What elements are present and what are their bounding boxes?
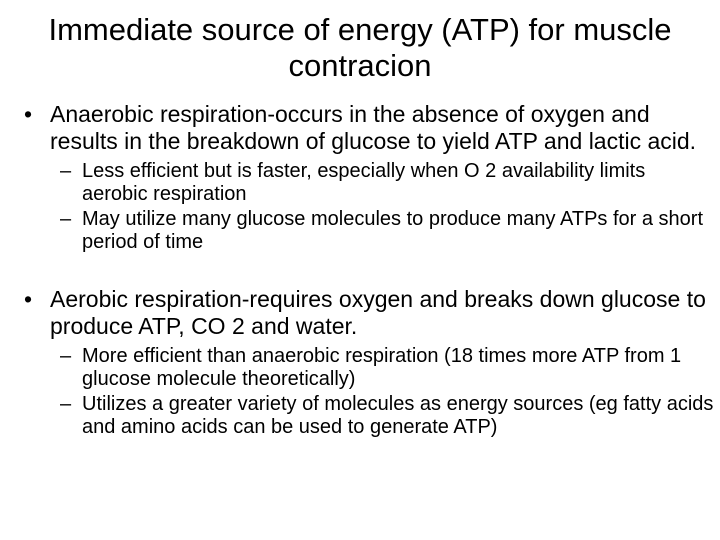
list-item: More efficient than anaerobic respiratio… (50, 345, 714, 391)
list-item: Anaerobic respiration-occurs in the abse… (6, 101, 714, 254)
bullet-list-level2: More efficient than anaerobic respiratio… (50, 345, 714, 439)
spacer (6, 268, 714, 286)
list-item: Aerobic respiration-requires oxygen and … (6, 286, 714, 439)
sub-bullet-text: More efficient than anaerobic respiratio… (82, 345, 681, 390)
bullet-text: Aerobic respiration-requires oxygen and … (50, 286, 706, 338)
list-item: May utilize many glucose molecules to pr… (50, 208, 714, 254)
bullet-list-level1: Anaerobic respiration-occurs in the abse… (6, 101, 714, 254)
sub-bullet-text: May utilize many glucose molecules to pr… (82, 208, 703, 253)
sub-bullet-text: Less efficient but is faster, especially… (82, 160, 645, 205)
bullet-text: Anaerobic respiration-occurs in the abse… (50, 101, 696, 153)
bullet-list-level2: Less efficient but is faster, especially… (50, 160, 714, 254)
list-item: Less efficient but is faster, especially… (50, 160, 714, 206)
bullet-list-level1: Aerobic respiration-requires oxygen and … (6, 286, 714, 439)
sub-bullet-text: Utilizes a greater variety of molecules … (82, 393, 713, 438)
slide-title: Immediate source of energy (ATP) for mus… (46, 12, 674, 83)
list-item: Utilizes a greater variety of molecules … (50, 393, 714, 439)
